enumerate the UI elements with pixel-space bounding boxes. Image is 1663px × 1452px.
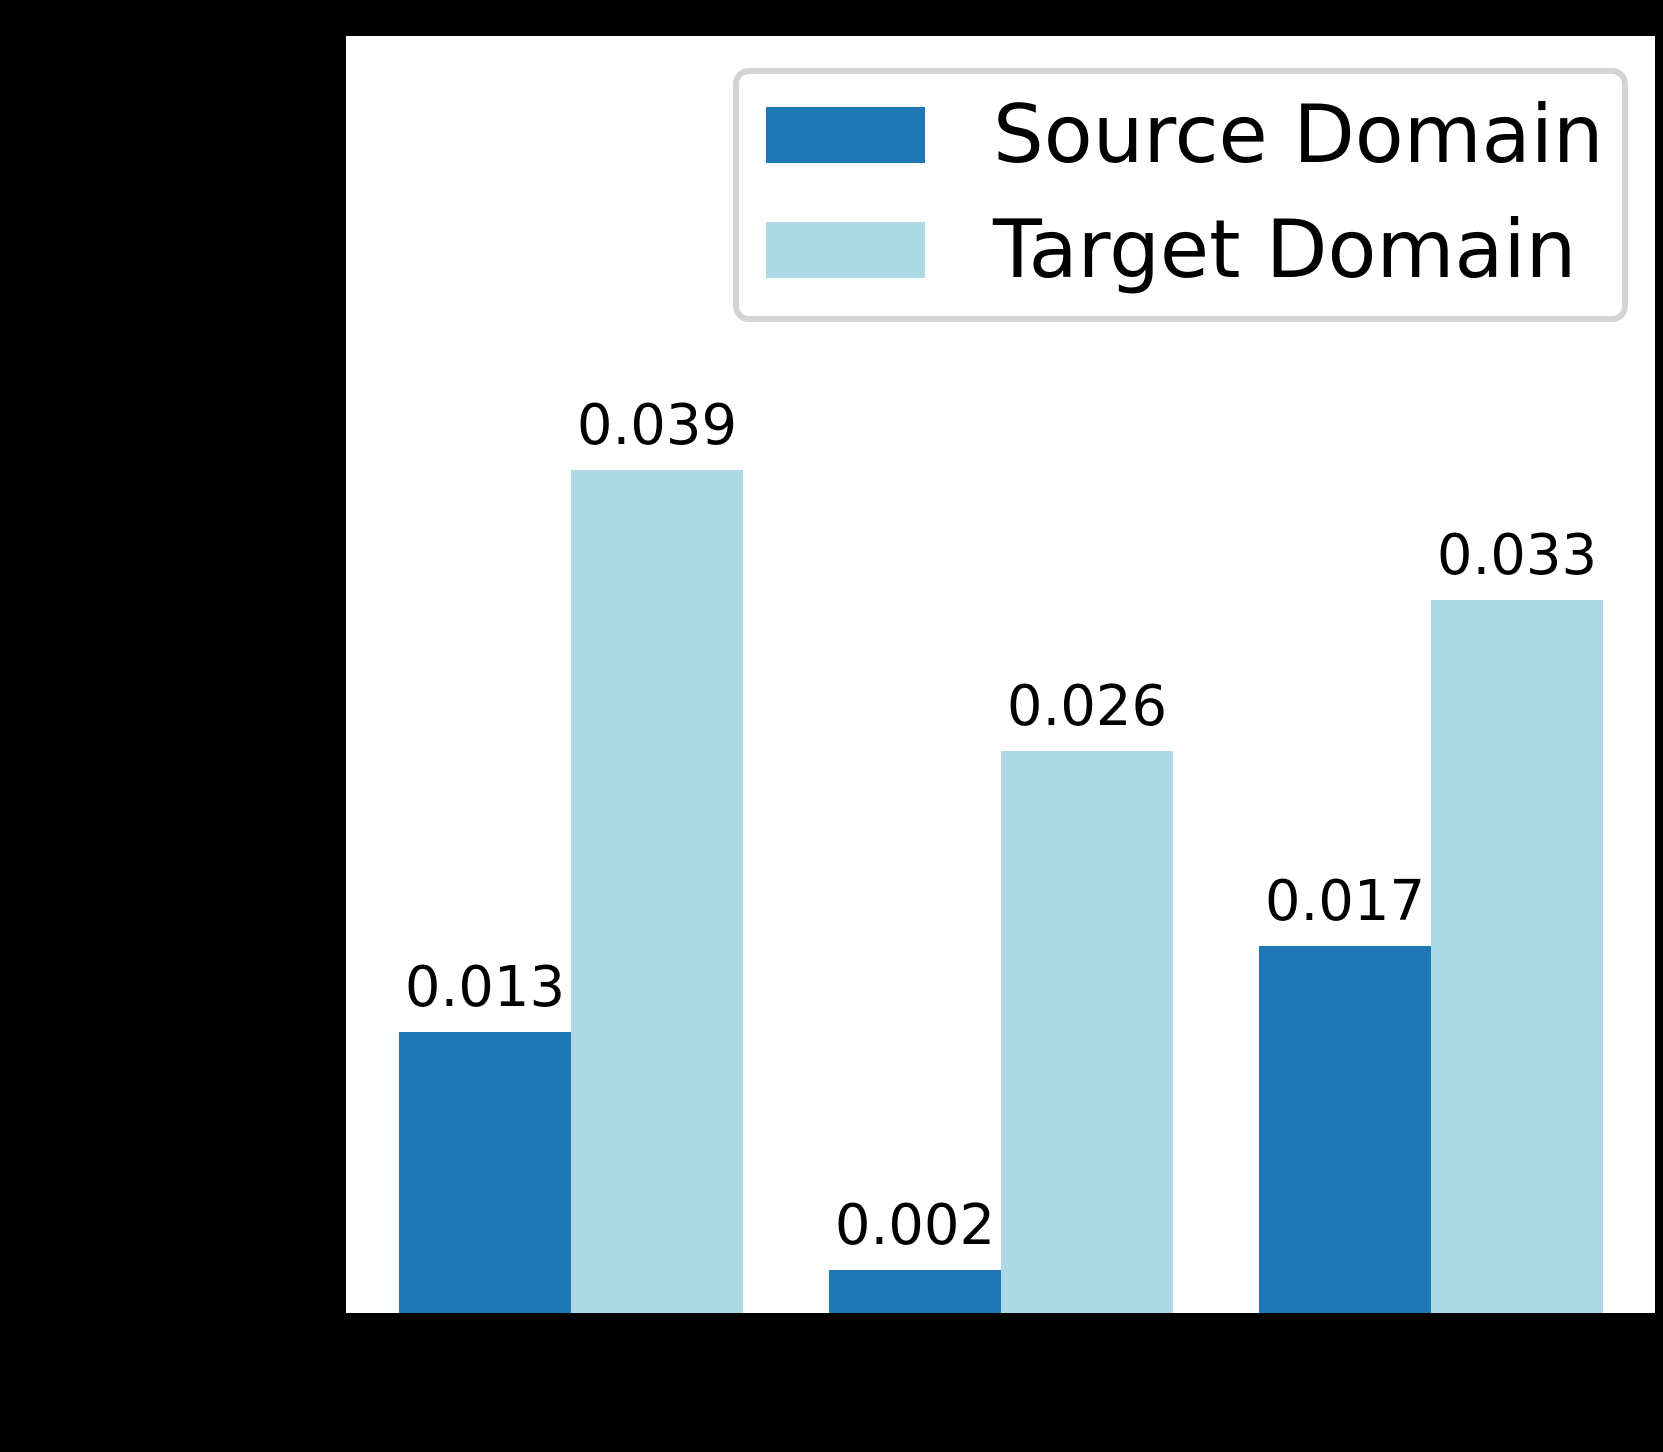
bar-target-domain-group3 <box>1431 600 1603 1313</box>
bar-value-label-source-domain-group1: 0.013 <box>404 955 566 1020</box>
legend-swatch-source-domain <box>766 107 925 163</box>
legend-label-target-domain: Target Domain <box>993 203 1577 296</box>
legend-item-target-domain: Target Domain <box>766 200 1622 300</box>
bar-target-domain-group2 <box>1001 751 1173 1313</box>
plot-area: Source Domain Target Domain 0.013 0.002 0.… <box>343 33 1658 1316</box>
bar-source-domain-group2 <box>829 1270 1001 1313</box>
bar-value-label-source-domain-group3: 0.017 <box>1264 869 1426 934</box>
bar-value-label-target-domain-group2: 0.026 <box>1006 674 1168 739</box>
legend-label-source-domain: Source Domain <box>993 88 1604 181</box>
bar-source-domain-group1 <box>399 1032 571 1313</box>
legend: Source Domain Target Domain <box>733 68 1628 322</box>
legend-item-source-domain: Source Domain <box>766 85 1622 185</box>
bar-value-label-target-domain-group3: 0.033 <box>1436 523 1598 588</box>
bar-source-domain-group3 <box>1259 946 1431 1313</box>
bar-target-domain-group1 <box>571 470 743 1313</box>
bar-value-label-target-domain-group1: 0.039 <box>576 393 738 458</box>
bar-value-label-source-domain-group2: 0.002 <box>834 1193 996 1258</box>
legend-swatch-target-domain <box>766 222 925 278</box>
